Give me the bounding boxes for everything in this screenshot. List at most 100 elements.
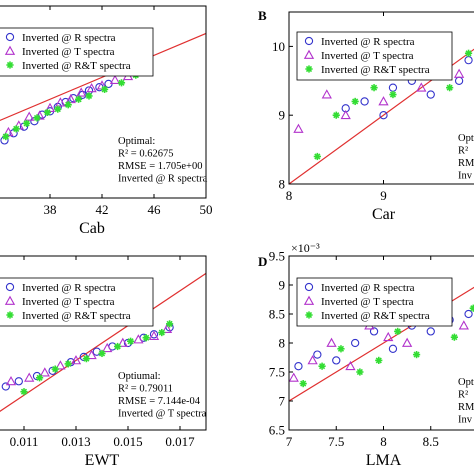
x-tick-label: 8.5 [423, 434, 439, 449]
annotation-line: RM [458, 158, 474, 169]
legend-marker [6, 311, 14, 319]
legend-marker [304, 36, 314, 46]
data-point [98, 349, 106, 358]
data-point [318, 362, 326, 370]
data-point [313, 152, 321, 161]
x-tick-label: 46 [148, 202, 162, 217]
x-tick-label: 0.015 [113, 434, 142, 449]
legend-marker [5, 32, 15, 42]
data-point [36, 374, 44, 382]
data-point [378, 96, 389, 106]
y-tick-label: 8 [279, 177, 286, 192]
annotation-line: R² [458, 146, 468, 157]
x-tick-label: 0.011 [10, 434, 39, 449]
data-point [351, 97, 359, 106]
data-point [426, 90, 435, 99]
data-point [54, 105, 62, 113]
data-point [464, 56, 473, 65]
data-point [464, 49, 473, 57]
legend-marker [6, 61, 14, 69]
legend-entry: Inverted @ R spectra [22, 282, 116, 294]
data-point [321, 89, 332, 99]
legend-marker [305, 65, 313, 73]
legend-entry: Inverted @ R spectra [321, 36, 415, 48]
data-point [44, 102, 56, 112]
legend-entry: Inverted @ R&T spectra [321, 310, 430, 322]
legend-marker [304, 282, 314, 292]
panel-label: B [258, 8, 267, 23]
data-point [70, 355, 82, 365]
x-tick-label: 0.013 [61, 434, 90, 449]
data-point [299, 380, 307, 388]
data-point [416, 82, 427, 92]
annotation-line: Opti [458, 377, 474, 388]
x-axis-label: LMA [366, 452, 402, 469]
legend-entry: Inverted @ R&T spectra [22, 60, 131, 72]
legend: Inverted @ R spectra Inverted @ T spectra… [0, 27, 154, 77]
axes-frame [0, 255, 207, 431]
data-point [166, 320, 174, 328]
annotation-line: RM [458, 402, 474, 413]
data-point [76, 87, 87, 97]
data-point [149, 330, 159, 339]
x-tick-label: 8 [380, 434, 387, 449]
legend-box [296, 277, 453, 327]
annotation-line: Opti [458, 133, 474, 144]
legend-box [296, 31, 453, 81]
data-point [142, 334, 150, 342]
x-tick-label: 38 [44, 202, 57, 217]
data-point [117, 79, 126, 87]
legend-entry: Inverted @ T spectra [321, 296, 414, 308]
legend: Inverted @ R spectra Inverted @ T spectra… [0, 277, 154, 327]
y-tick-label: 8 [279, 336, 286, 351]
data-point [55, 97, 66, 107]
legend-box [0, 277, 154, 327]
data-point [109, 74, 121, 84]
data-point [101, 85, 109, 93]
data-point [389, 90, 397, 99]
legend-entry: Inverted @ T spectra [22, 296, 115, 308]
annotation-line: RMSE = 7.144e-04 [118, 396, 201, 407]
data-point [14, 377, 23, 386]
data-point [161, 323, 173, 333]
data-point [148, 330, 160, 340]
data-point [24, 111, 35, 121]
legend-marker [303, 49, 315, 59]
legend-marker [5, 282, 15, 292]
legend-entry: Inverted @ T spectra [321, 50, 414, 62]
data-point [294, 362, 303, 371]
data-point [412, 351, 421, 359]
annotation-line: R² [458, 390, 468, 401]
x-tick-label: 7 [286, 434, 293, 449]
data-point [127, 337, 135, 345]
data-point [446, 84, 454, 92]
y-scale-label: ×10⁻³ [291, 241, 320, 255]
legend-box [0, 27, 154, 77]
data-point [326, 337, 337, 347]
data-point [375, 356, 383, 364]
y-tick-label: 9.5 [269, 249, 285, 264]
data-point [39, 367, 50, 377]
data-point [337, 345, 345, 353]
legend: Inverted @ R spectra Inverted @ T spectra… [296, 277, 453, 327]
one-to-one-line [0, 32, 206, 122]
data-point [23, 119, 31, 127]
y-tick-label: 6.5 [269, 423, 285, 438]
data-point [82, 355, 90, 363]
data-point [64, 360, 72, 368]
legend-marker [305, 311, 313, 319]
data-point [2, 132, 10, 141]
annotation-line: Inv [458, 415, 473, 426]
data-point [133, 334, 144, 344]
data-point [450, 333, 458, 341]
x-axis-label: Cab [79, 220, 105, 237]
data-point [289, 372, 299, 382]
data-point [370, 84, 378, 92]
data-point [313, 350, 322, 359]
legend-entry: Inverted @ T spectra [22, 46, 115, 58]
